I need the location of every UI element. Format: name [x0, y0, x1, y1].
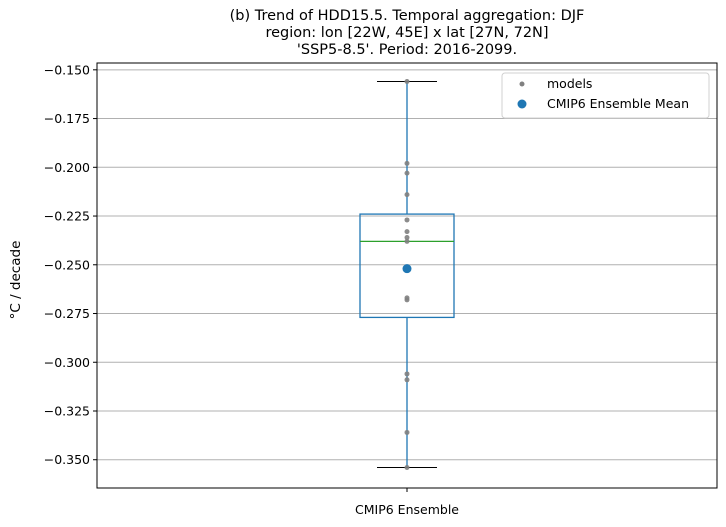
model-point [404, 192, 410, 198]
model-point [404, 79, 410, 85]
y-tick-label: −0.250 [44, 257, 90, 272]
data-points [402, 79, 412, 471]
iqr-box [359, 213, 455, 319]
y-tick-label: −0.175 [44, 111, 90, 126]
y-tick-label: −0.225 [44, 209, 90, 224]
legend-marker-models [519, 81, 525, 87]
y-tick-label: −0.200 [44, 160, 90, 175]
legend: models CMIP6 Ensemble Mean [501, 72, 710, 119]
model-point [404, 377, 410, 383]
chart-title: (b) Trend of HDD15.5. Temporal aggregati… [97, 8, 717, 59]
legend-marker-ensemble-mean [517, 99, 527, 109]
model-point [404, 160, 410, 166]
model-point [404, 429, 410, 435]
model-point [404, 371, 410, 377]
model-point [404, 217, 410, 223]
x-tick-label: CMIP6 Ensemble [355, 502, 459, 517]
model-point [404, 465, 410, 471]
chart-title-line-2: region: lon [22W, 45E] x lat [27N, 72N] [265, 25, 549, 41]
chart-title-line-3: 'SSP5-8.5'. Period: 2016-2099. [296, 42, 518, 58]
legend-frame [501, 72, 710, 119]
box-group [359, 81, 455, 469]
y-tick-label: −0.325 [44, 403, 90, 418]
y-tick-label: −0.350 [44, 452, 90, 467]
y-tick-label: −0.300 [44, 355, 90, 370]
model-point [404, 170, 410, 176]
model-point [404, 238, 410, 244]
x-axis-ticks: CMIP6 Ensemble [355, 488, 459, 517]
y-tick-label: −0.275 [44, 306, 90, 321]
model-point [404, 234, 410, 240]
legend-label-models: models [547, 76, 592, 91]
chart-title-line-1: (b) Trend of HDD15.5. Temporal aggregati… [229, 8, 585, 24]
model-point [404, 229, 410, 235]
model-point [404, 297, 410, 303]
y-tick-label: −0.150 [44, 62, 90, 77]
legend-label-ensemble-mean: CMIP6 Ensemble Mean [547, 96, 689, 111]
y-axis-ticks: −0.150 −0.175 −0.200 −0.225 −0.250 −0.275 −0.3… [44, 62, 97, 467]
ensemble-mean-point [402, 264, 412, 274]
